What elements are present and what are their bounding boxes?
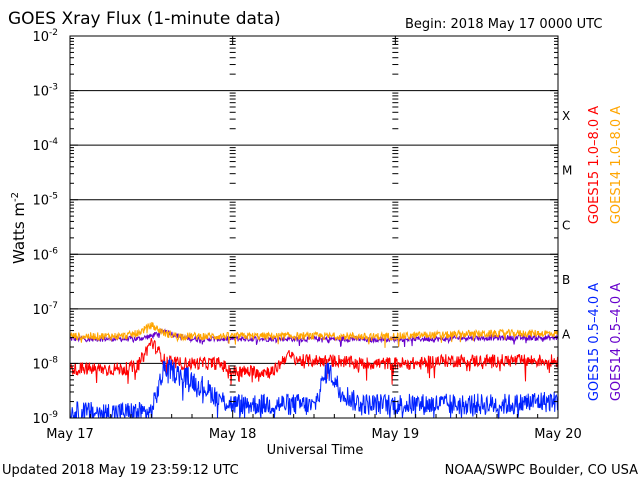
y-tick-base: 10: [32, 357, 49, 372]
begin-label: Begin: 2018 May 17 0000 UTC: [405, 17, 602, 32]
plot-area: [70, 90, 558, 364]
flare-class-label: C: [562, 218, 570, 232]
y-tick-exponent: -9: [49, 410, 58, 420]
legend-entry: GOES14 1.0–8.0 A: [609, 106, 624, 224]
y-tick-base: 10: [32, 303, 49, 318]
y-tick-exponent: -2: [49, 28, 58, 38]
y-tick-label: 10-9: [32, 410, 58, 427]
y-tick-label: 10-3: [32, 83, 58, 100]
flare-class-label: A: [562, 327, 571, 341]
series-line-2: [69, 358, 559, 420]
x-tick-label: May 20: [534, 427, 582, 442]
series-group: [69, 322, 559, 420]
y-tick-label: 10-2: [32, 28, 58, 45]
y-tick-exponent: -3: [49, 83, 58, 93]
y-tick-label: 10-7: [32, 301, 58, 318]
y-axis-label-exponent: -2: [10, 192, 21, 202]
legend-entry: GOES15 0.5–4.0 A: [587, 283, 602, 401]
series-line-0: [69, 337, 559, 385]
y-tick-base: 10: [32, 85, 49, 100]
y-tick-base: 10: [32, 194, 49, 209]
x-axis-label: Universal Time: [267, 443, 364, 458]
y-tick-label: 10-8: [32, 355, 58, 372]
y-tick-label: 10-4: [32, 137, 58, 154]
y-tick-base: 10: [32, 412, 49, 427]
flare-class-label: X: [562, 109, 570, 123]
y-axis-label-text: Watts m: [10, 202, 28, 264]
series-line-1: [69, 322, 559, 348]
updated-timestamp: Updated 2018 May 19 23:59:12 UTC: [2, 463, 239, 478]
y-tick-base: 10: [32, 139, 49, 154]
y-tick-label: 10-5: [32, 192, 58, 209]
source-credit: NOAA/SWPC Boulder, CO USA: [445, 463, 638, 478]
y-tick-exponent: -8: [49, 355, 58, 365]
legend-entry: GOES15 1.0–8.0 A: [587, 106, 602, 224]
y-tick-base: 10: [32, 248, 49, 263]
flare-class-label: M: [562, 164, 572, 178]
y-tick-exponent: -4: [49, 137, 58, 147]
y-axis-label: Watts m-2: [10, 192, 28, 264]
y-tick-exponent: -7: [49, 301, 58, 311]
flare-class-label: B: [562, 273, 570, 287]
x-tick-label: May 17: [46, 427, 94, 442]
y-tick-exponent: -6: [49, 246, 58, 256]
y-tick-exponent: -5: [49, 192, 58, 202]
chart-title: GOES Xray Flux (1-minute data): [8, 9, 281, 29]
legend-entry: GOES14 0.5–4.0 A: [609, 283, 624, 401]
y-tick-label: 10-6: [32, 246, 58, 263]
y-tick-base: 10: [32, 30, 49, 45]
legend: GOES15 1.0–8.0 A GOES14 1.0–8.0 A GOES15 0…: [587, 106, 624, 401]
x-tick-label: May 19: [372, 427, 420, 442]
x-tick-label: May 18: [209, 427, 257, 442]
